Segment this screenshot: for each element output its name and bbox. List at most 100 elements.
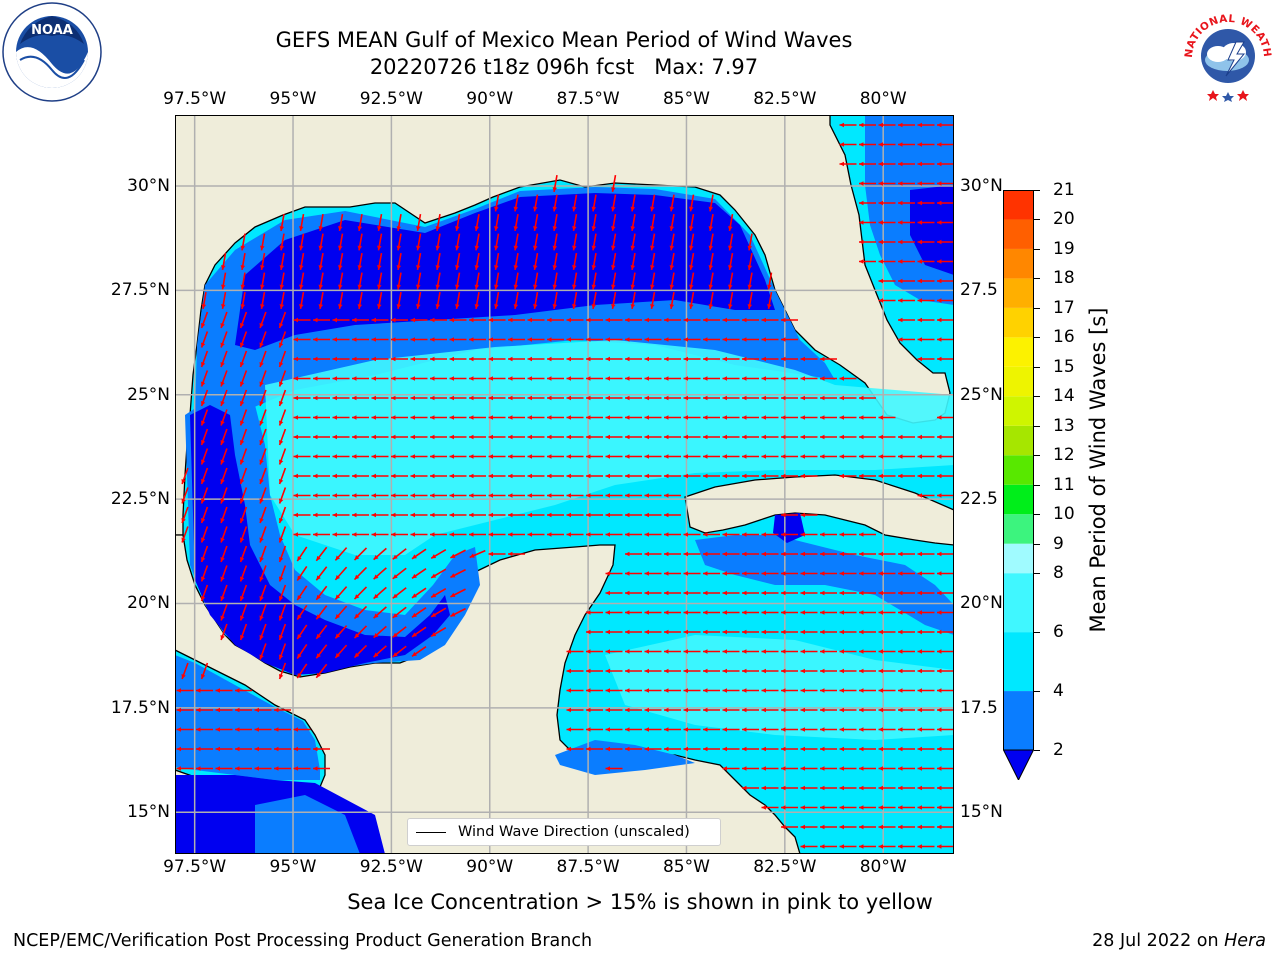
latitude-tick-label: 22.5°N	[110, 489, 170, 510]
wind-wave-arrow	[450, 588, 466, 598]
wind-wave-arrow	[781, 376, 798, 381]
wind-wave-arrow	[469, 473, 486, 479]
wind-wave-arrow	[937, 298, 954, 303]
wind-wave-arrow	[722, 434, 740, 440]
wind-wave-arrow	[800, 610, 818, 615]
wind-wave-arrow	[800, 356, 818, 362]
wind-wave-arrow	[552, 233, 558, 251]
legend-label: Wind Wave Direction (unscaled)	[458, 824, 690, 840]
colorbar-swatch	[1003, 337, 1034, 367]
wind-wave-arrow	[513, 291, 519, 310]
wind-wave-arrow	[449, 532, 467, 537]
wind-wave-arrow	[683, 571, 701, 576]
wind-wave-arrow	[552, 272, 558, 290]
wind-wave-arrow	[703, 434, 720, 440]
wind-wave-arrow	[200, 506, 209, 524]
wind-wave-arrow	[728, 233, 734, 251]
wind-wave-arrow	[508, 434, 525, 440]
wind-wave-arrow	[259, 311, 267, 329]
wind-wave-arrow	[917, 610, 935, 615]
wind-wave-arrow	[353, 566, 368, 581]
wind-wave-arrow	[373, 567, 387, 580]
wind-wave-arrow	[586, 532, 603, 537]
wind-wave-arrow	[878, 239, 896, 245]
wind-wave-arrow	[898, 649, 915, 654]
wind-wave-arrow	[644, 649, 662, 654]
wind-wave-arrow	[332, 454, 350, 459]
wind-wave-arrow	[313, 376, 330, 381]
wind-wave-arrow	[586, 649, 603, 654]
colorbar-swatch	[1003, 691, 1034, 750]
wind-wave-arrow	[898, 668, 915, 674]
wind-wave-arrow	[664, 610, 681, 615]
wind-wave-arrow	[878, 707, 896, 713]
wind-wave-arrow	[781, 610, 798, 615]
wind-wave-arrow	[181, 506, 189, 524]
wind-wave-arrow	[937, 239, 954, 245]
wind-wave-arrow	[371, 434, 389, 440]
wind-wave-arrow	[411, 607, 427, 618]
wind-wave-arrow	[683, 590, 701, 596]
wind-wave-arrow	[293, 376, 311, 381]
colorbar-tick-label: 20	[1053, 209, 1075, 230]
wind-wave-arrow	[200, 409, 209, 426]
wind-wave-arrow	[221, 252, 227, 271]
latitude-tick-label: 30°N	[960, 175, 1003, 196]
wind-wave-arrow	[391, 415, 408, 420]
wind-wave-arrow	[878, 571, 896, 576]
wind-wave-arrow	[937, 356, 954, 362]
wind-wave-arrow	[474, 213, 480, 232]
wind-wave-arrow	[279, 233, 285, 251]
wind-wave-arrow	[611, 252, 617, 271]
wind-wave-arrow	[508, 532, 525, 537]
wind-wave-arrow	[625, 415, 642, 420]
wind-wave-arrow	[664, 434, 681, 440]
western-gulf-deep-band	[190, 405, 450, 675]
wind-wave-arrow	[591, 233, 597, 251]
wind-wave-arrow	[761, 532, 779, 537]
colorbar-tick-label: 11	[1053, 474, 1075, 495]
wind-wave-arrow	[917, 434, 935, 440]
wind-wave-arrow	[859, 649, 876, 654]
wind-wave-arrow	[450, 549, 466, 559]
colorbar-label: Mean Period of Wind Waves [s]	[1086, 307, 1110, 633]
wind-wave-arrow	[878, 629, 896, 635]
wind-wave-arrow	[644, 532, 662, 537]
wind-wave-arrow	[722, 415, 740, 420]
wind-wave-arrow	[625, 337, 642, 342]
wind-wave-arrow	[278, 448, 287, 465]
wind-wave-arrow	[937, 181, 954, 186]
wind-wave-arrow	[839, 551, 857, 557]
wind-wave-arrow	[259, 526, 267, 543]
wind-wave-arrow	[630, 213, 636, 232]
wind-wave-arrow	[761, 317, 779, 323]
wind-wave-arrow	[410, 512, 428, 518]
caribbean-northwest-band	[695, 535, 954, 635]
wind-wave-arrow	[703, 317, 720, 323]
wind-wave-arrow	[455, 252, 461, 271]
wind-wave-arrow	[722, 317, 740, 323]
wind-wave-arrow	[820, 629, 837, 635]
wind-wave-arrow	[566, 317, 584, 323]
wind-wave-arrow	[917, 278, 935, 284]
wind-wave-arrow	[488, 395, 506, 401]
wind-wave-arrow	[430, 454, 447, 459]
wind-wave-arrow	[332, 473, 350, 479]
wind-wave-arrow	[430, 568, 447, 579]
wind-wave-arrow	[278, 623, 287, 641]
wind-wave-arrow	[533, 233, 539, 251]
wind-wave-arrow	[455, 213, 461, 232]
wind-wave-arrow	[430, 395, 447, 401]
colorbar	[1002, 190, 1035, 782]
longitude-tick-label: 95°W	[269, 857, 317, 877]
wind-wave-arrow	[586, 395, 603, 401]
wind-wave-arrow	[391, 493, 408, 498]
wind-wave-arrow	[703, 610, 720, 615]
wind-wave-arrow	[371, 415, 389, 420]
wind-wave-arrow	[664, 454, 681, 459]
wind-wave-arrow	[728, 213, 734, 232]
wind-wave-arrow	[917, 142, 935, 147]
wind-wave-arrow	[625, 356, 642, 362]
sea-ice-note-text: Sea Ice Concentration > 15% is shown in …	[347, 890, 933, 914]
wind-wave-arrow	[917, 356, 935, 362]
